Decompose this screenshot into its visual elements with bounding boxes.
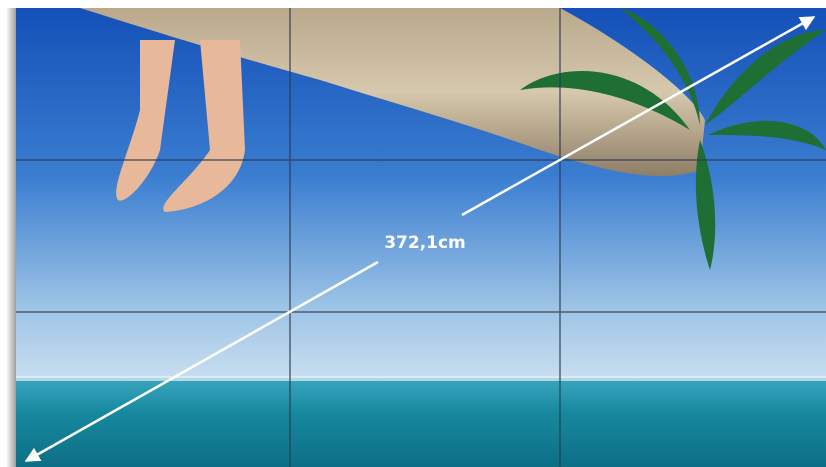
diagonal-arrow: [24, 15, 816, 463]
bezel-grid: [16, 8, 826, 467]
diagonal-measurement: 372,1cm: [384, 233, 466, 253]
wall-shadow: [6, 8, 18, 467]
scene: [16, 8, 826, 467]
